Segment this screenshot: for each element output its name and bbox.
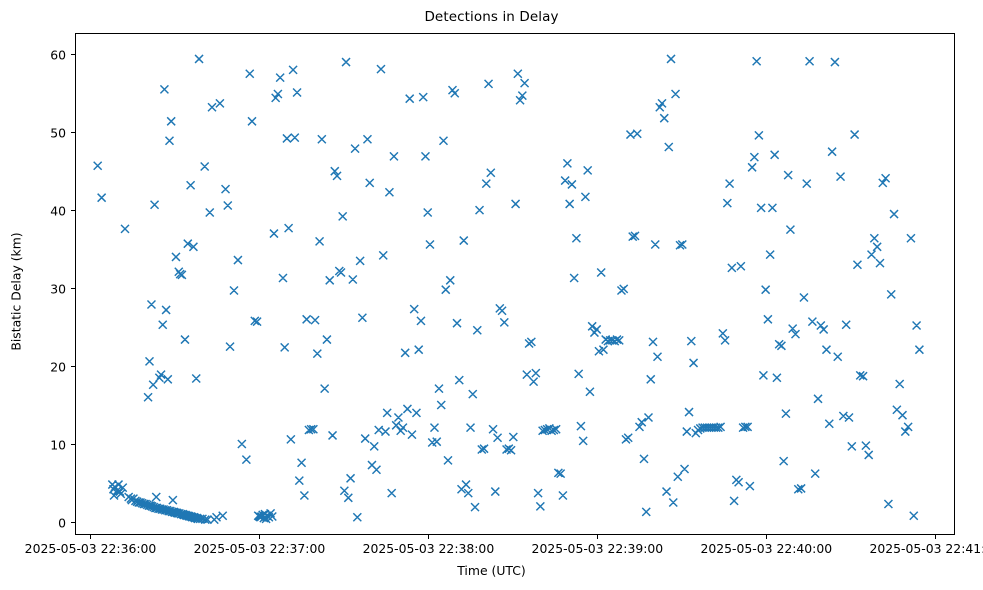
x-tick-mark xyxy=(427,535,429,539)
chart-title: Detections in Delay xyxy=(424,9,559,25)
x-tick-label: 2025-05-03 22:40:00 xyxy=(700,541,833,556)
y-tick-mark xyxy=(71,210,75,212)
y-tick-label: 30 xyxy=(50,281,66,297)
y-tick-label: 10 xyxy=(50,437,66,453)
x-tick-label: 2025-05-03 22:39:00 xyxy=(531,541,664,556)
scatter-marker-path xyxy=(93,54,924,525)
y-tick-mark xyxy=(71,521,75,524)
plot-area[interactable] xyxy=(75,33,955,535)
scatter-series xyxy=(93,54,924,525)
y-tick-label: 0 xyxy=(58,515,66,531)
y-tick-mark xyxy=(71,132,75,134)
x-tick-label: 2025-05-03 22:41:00 xyxy=(869,541,983,556)
x-tick-label: 2025-05-03 22:37:00 xyxy=(193,541,326,556)
x-tick-mark xyxy=(765,535,767,539)
x-tick-label: 2025-05-03 22:38:00 xyxy=(362,541,495,556)
y-tick-label: 50 xyxy=(50,125,66,141)
x-tick-mark xyxy=(596,535,598,539)
y-tick-label: 60 xyxy=(50,47,66,63)
x-tick-mark xyxy=(258,535,260,539)
y-tick-label: 40 xyxy=(50,203,66,219)
y-tick-mark xyxy=(71,288,75,290)
y-axis-label: Bistatic Delay (km) xyxy=(8,232,24,351)
y-tick-mark xyxy=(71,444,75,446)
x-tick-mark xyxy=(934,535,936,539)
y-tick-mark xyxy=(71,366,75,368)
x-tick-label: 2025-05-03 22:36:00 xyxy=(24,541,157,556)
x-axis-label: Time (UTC) xyxy=(457,563,526,578)
y-tick-mark xyxy=(71,54,75,56)
y-tick-label: 20 xyxy=(50,359,66,375)
x-tick-mark xyxy=(89,535,92,539)
